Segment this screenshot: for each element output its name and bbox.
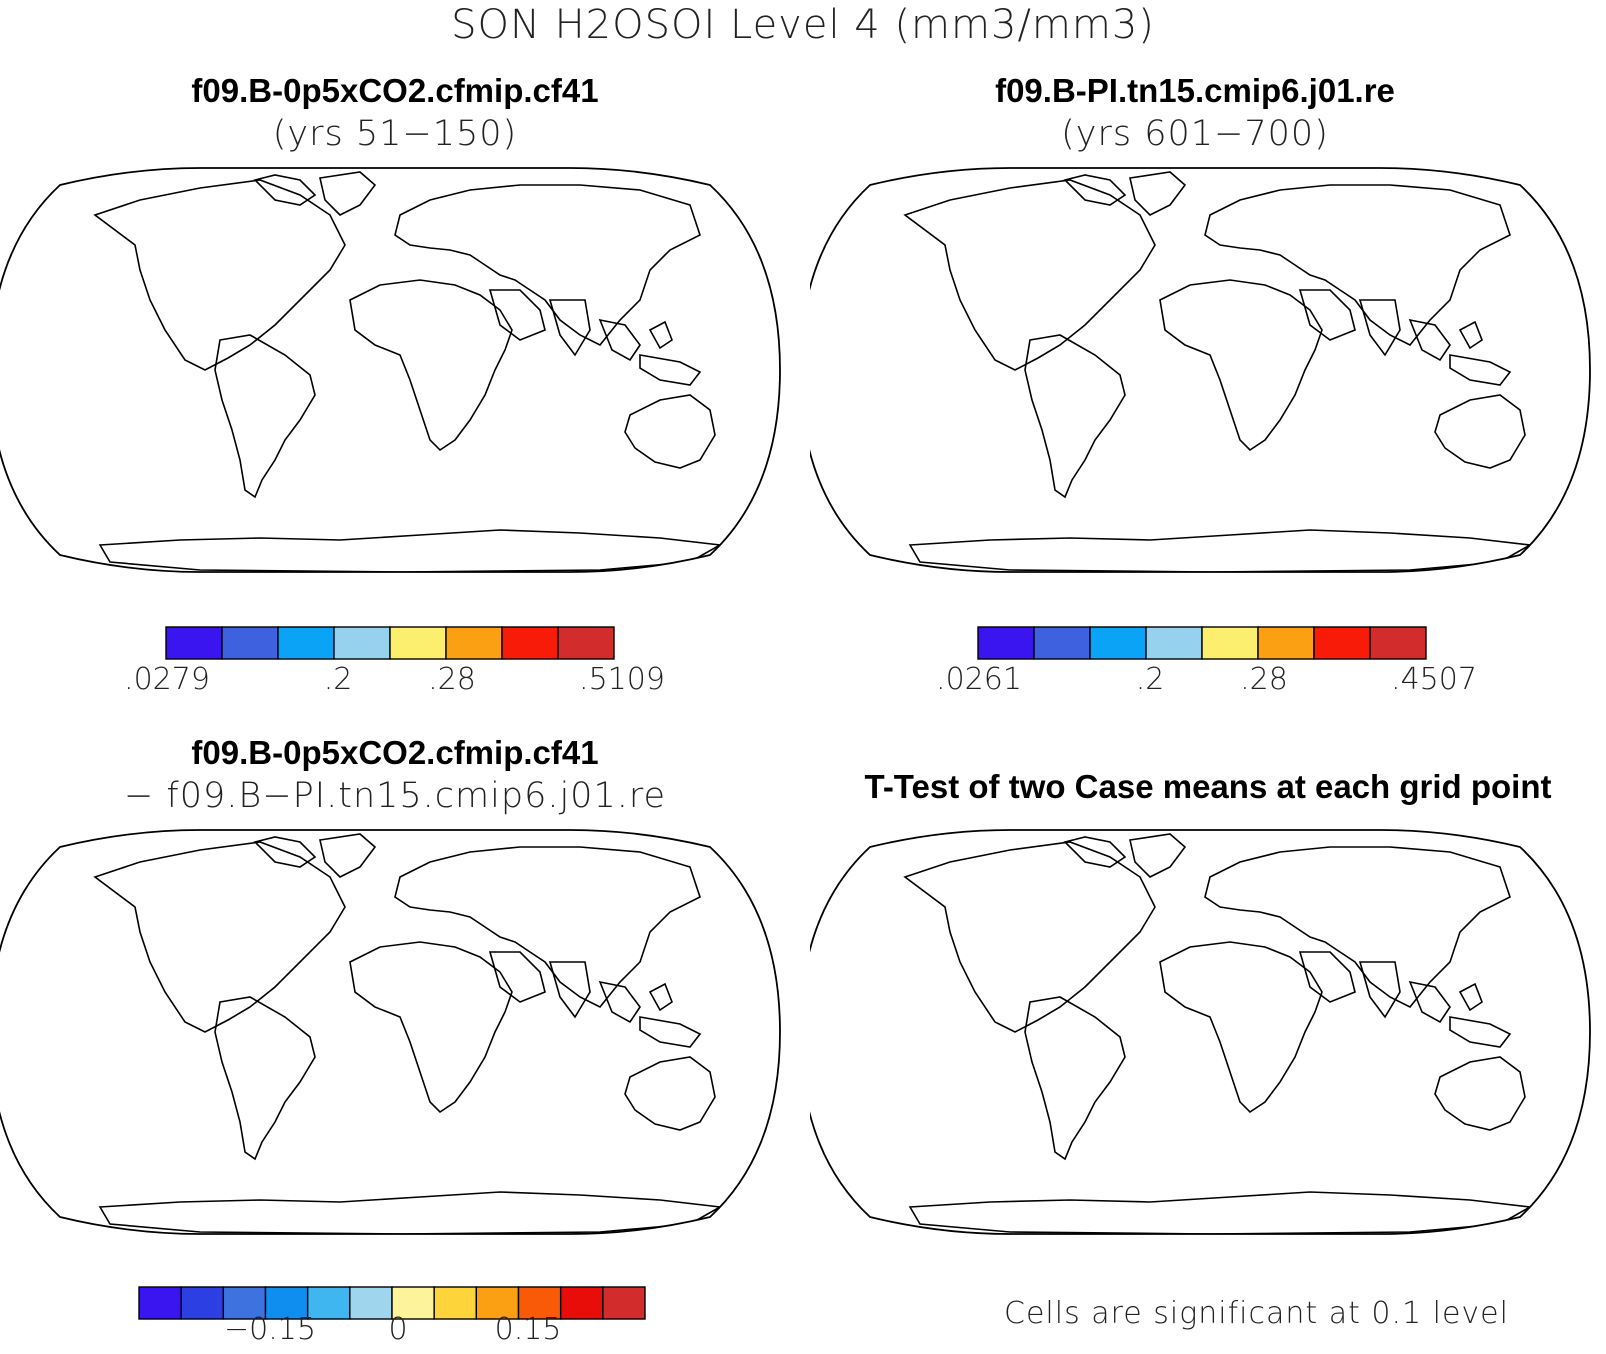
colorbar-swatch [391,1286,435,1320]
field-cell [1505,175,1512,180]
map-border [810,829,1591,1235]
colorbar-swatch [180,1286,225,1320]
colorbar-swatch [1201,626,1259,660]
colorbar-label: .28 [428,662,476,697]
colorbar-swatch [306,1286,351,1320]
ttest-title: T-Test of two Case means at each grid po… [864,768,1552,805]
map-border [810,167,1591,573]
colorbar-label: .0261 [936,662,1022,697]
colorbar-label: 0.15 [494,1312,562,1347]
colorbar-swatch [264,1286,309,1320]
colorbar-swatch [277,626,335,660]
colorbar-label: −0.15 [224,1312,316,1347]
colorbar-swatch [445,626,503,660]
colorbar-case-1 [165,626,615,660]
colorbar-swatch [557,626,615,660]
colorbar-swatch [333,626,391,660]
colorbar-label: .4507 [1391,662,1477,697]
difference-title: f09.B-0p5xCO2.cfmip.cf41 [191,734,599,771]
colorbar-label: .2 [1135,662,1165,697]
map-border [0,167,781,573]
colorbar-label: .2 [323,662,353,697]
case-subtitle-top-right: (yrs 601−700) [1061,114,1329,154]
map-border [0,829,781,1235]
colorbar-swatch [222,1286,267,1320]
non-significant-cell [1536,843,1542,865]
colorbar-swatch [138,1286,182,1320]
colorbar-difference [138,1286,646,1320]
figure-title: SON H2OSOI Level 4 (mm3/mm3) [451,2,1155,48]
colorbar-swatch [1033,626,1091,660]
field-cell [714,838,720,846]
colorbar-label: .0279 [124,662,210,697]
colorbar-swatch [1145,626,1203,660]
colorbar-swatch [501,626,559,660]
colorbar-swatch [1089,626,1147,660]
colorbar-label: 0 [388,1312,408,1347]
case-title-top-right: f09.B-PI.tn15.cmip6.j01.re [995,72,1395,109]
field-cell [723,841,732,850]
colorbar-swatch [1257,626,1315,660]
colorbar-swatch [221,626,279,660]
colorbar-label: .5109 [579,662,665,697]
case-subtitle-top-left: (yrs 51−150) [272,114,518,154]
colorbar-swatch [602,1286,646,1320]
colorbar-swatch [1369,626,1427,660]
colorbar-swatch [1313,626,1371,660]
map-ttest [810,829,1591,1235]
colorbar-swatch [349,1286,393,1320]
map-case-1 [0,167,781,573]
case-title-top-left: f09.B-0p5xCO2.cfmip.cf41 [191,72,599,109]
map-difference [0,829,781,1235]
significance-note: Cells are significant at 0.1 level [1004,1296,1509,1331]
colorbar-case-2 [977,626,1427,660]
colorbar-swatch [977,626,1035,660]
colorbar-swatch [433,1286,478,1320]
colorbar-swatch [559,1286,604,1320]
colorbar-label: .28 [1240,662,1288,697]
colorbar-swatch [165,626,223,660]
map-case-2 [810,167,1591,573]
colorbar-swatch [389,626,447,660]
difference-subtitle: − f09.B−PI.tn15.cmip6.j01.re [123,776,666,816]
